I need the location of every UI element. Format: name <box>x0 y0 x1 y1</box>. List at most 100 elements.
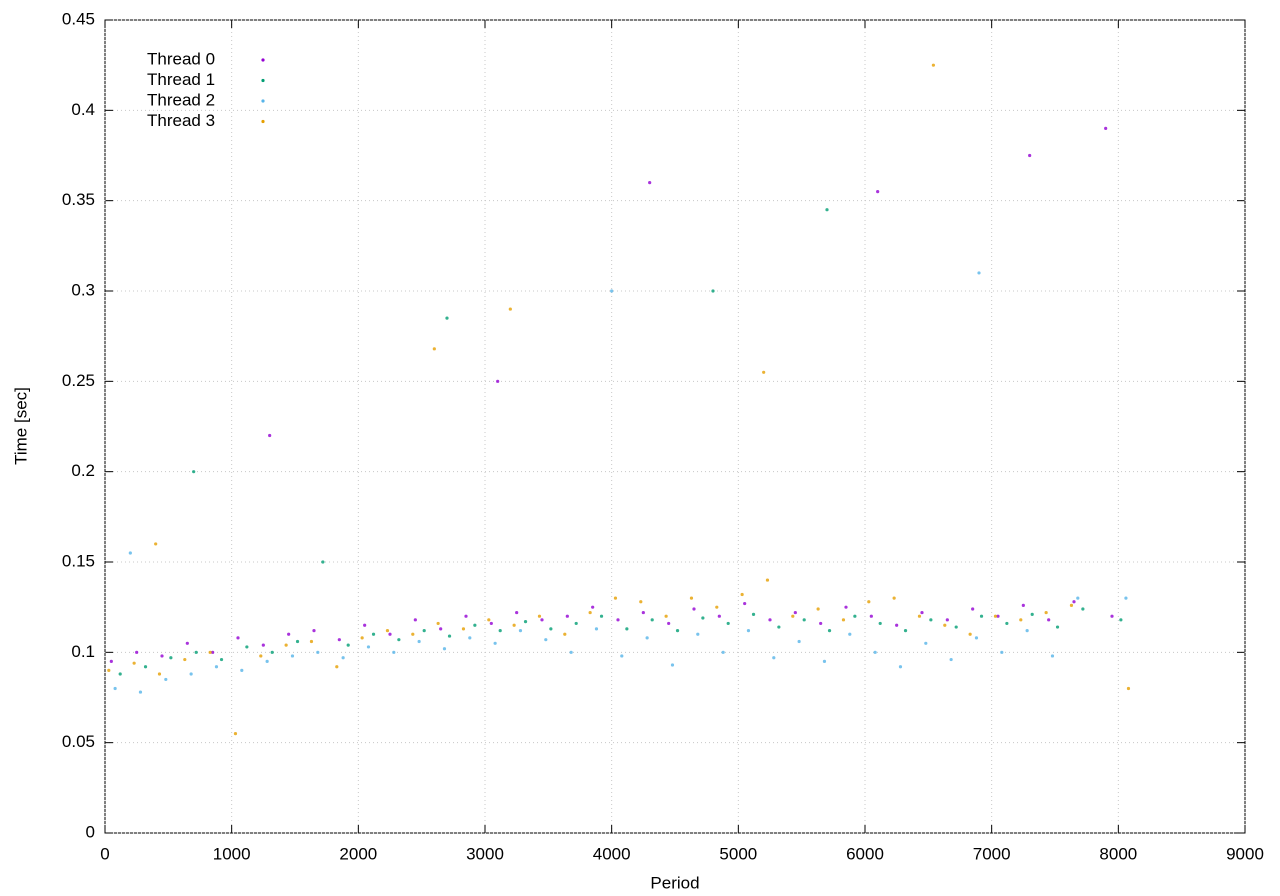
data-point <box>588 610 592 615</box>
data-point <box>1000 650 1004 654</box>
y-tick-label: 0.25 <box>62 371 95 390</box>
data-point <box>968 632 972 636</box>
data-point <box>445 316 449 320</box>
x-tick-label: 2000 <box>339 844 377 863</box>
plot-frame <box>104 19 1246 834</box>
data-point <box>268 433 272 438</box>
data-point <box>746 629 751 633</box>
data-point <box>549 627 553 631</box>
y-tick-label: 0.45 <box>62 9 95 28</box>
data-point <box>620 654 624 658</box>
data-point <box>366 645 371 649</box>
data-point <box>214 665 219 669</box>
data-point <box>194 650 198 654</box>
data-point <box>439 627 443 631</box>
data-point <box>1028 153 1032 158</box>
data-point <box>726 621 730 626</box>
data-point <box>1019 618 1023 622</box>
data-point <box>802 618 806 622</box>
x-tick-label: 4000 <box>593 844 631 863</box>
x-tick-label: 3000 <box>466 844 504 863</box>
data-point <box>219 657 224 662</box>
y-tick-label: 0.05 <box>62 732 95 751</box>
data-point <box>388 632 392 636</box>
data-point <box>493 641 497 645</box>
legend-label: Thread 3 <box>147 111 215 130</box>
data-point <box>819 621 823 626</box>
data-point <box>189 672 193 676</box>
data-point <box>523 620 528 624</box>
data-point <box>360 636 364 640</box>
data-point <box>544 638 548 642</box>
legend-marker <box>261 119 265 124</box>
data-point <box>316 650 320 654</box>
data-point <box>1104 126 1108 130</box>
data-point <box>625 627 629 631</box>
data-point <box>610 289 614 293</box>
data-point <box>667 621 671 626</box>
data-point <box>1110 614 1114 618</box>
data-point <box>692 607 696 611</box>
data-point <box>169 656 173 660</box>
legend-marker <box>261 99 265 103</box>
data-point <box>496 379 500 383</box>
data-point <box>721 650 725 654</box>
data-point <box>236 636 240 640</box>
data-point <box>287 632 291 636</box>
data-point <box>270 650 274 654</box>
data-point <box>233 732 238 736</box>
data-point <box>1124 596 1128 600</box>
data-point <box>208 650 212 654</box>
data-point <box>1005 621 1009 626</box>
data-point <box>920 610 924 615</box>
data-point <box>346 643 350 647</box>
data-point <box>432 347 436 351</box>
data-point <box>468 636 472 640</box>
legend-label: Thread 0 <box>147 49 215 68</box>
data-point <box>489 621 493 626</box>
data-point <box>240 668 244 673</box>
data-point <box>979 614 984 618</box>
data-point <box>645 636 649 640</box>
data-point <box>777 625 781 629</box>
data-point <box>641 610 645 615</box>
data-point <box>337 638 341 642</box>
data-point <box>696 632 700 636</box>
data-point <box>371 632 376 636</box>
data-point <box>411 632 415 636</box>
data-point <box>876 190 880 194</box>
data-point <box>670 663 675 667</box>
data-point <box>878 621 882 626</box>
data-point <box>422 629 426 633</box>
data-point <box>924 641 928 645</box>
data-point <box>107 668 111 673</box>
data-point <box>565 614 569 618</box>
data-point <box>341 656 345 660</box>
data-point <box>160 654 164 658</box>
data-point <box>154 542 158 546</box>
data-point <box>974 636 979 640</box>
data-point <box>413 618 417 622</box>
data-point <box>309 639 314 644</box>
x-tick-label: 1000 <box>213 844 251 863</box>
data-point <box>822 659 827 663</box>
data-point <box>1055 625 1060 629</box>
data-point <box>717 614 721 618</box>
data-point <box>1050 654 1055 658</box>
legend-label: Thread 1 <box>147 70 215 89</box>
data-point <box>518 629 523 633</box>
y-tick-label: 0.35 <box>62 190 95 209</box>
data-point <box>616 618 620 622</box>
data-point <box>321 560 325 564</box>
data-point <box>1072 600 1076 604</box>
data-point <box>743 601 747 606</box>
data-point <box>591 605 595 609</box>
data-point <box>664 614 668 618</box>
data-point <box>594 627 599 631</box>
y-tick-label: 0.15 <box>62 551 95 570</box>
data-point <box>515 610 519 615</box>
data-point <box>827 629 832 633</box>
legend-marker <box>261 58 265 62</box>
data-point <box>762 370 766 374</box>
